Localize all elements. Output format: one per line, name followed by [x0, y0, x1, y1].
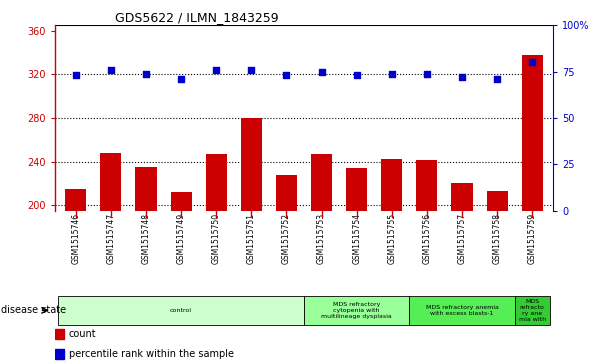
Text: GSM1515751: GSM1515751: [247, 213, 256, 264]
Text: GSM1515757: GSM1515757: [457, 213, 466, 264]
Point: [106, 67, 116, 73]
Text: GSM1515752: GSM1515752: [282, 213, 291, 264]
Point: [71, 73, 81, 78]
Text: MDS refractory
cytopenia with
multilineage dysplasia: MDS refractory cytopenia with multilinea…: [321, 302, 392, 319]
Point: [176, 76, 186, 82]
Point: [317, 69, 326, 75]
Text: GSM1515759: GSM1515759: [528, 213, 537, 264]
Bar: [381, 159, 402, 363]
Point: [387, 71, 396, 77]
Text: GSM1515754: GSM1515754: [352, 213, 361, 264]
Point: [457, 74, 467, 80]
Text: GSM1515746: GSM1515746: [71, 213, 80, 264]
Bar: [514, 295, 550, 325]
Point: [282, 73, 291, 78]
Point: [352, 73, 362, 78]
Point: [141, 71, 151, 77]
Bar: [311, 154, 332, 363]
Point: [527, 60, 537, 65]
Bar: [486, 191, 508, 363]
Bar: [136, 167, 156, 363]
Text: GSM1515756: GSM1515756: [423, 213, 432, 264]
Bar: [241, 118, 262, 363]
Text: GSM1515749: GSM1515749: [176, 213, 185, 264]
Text: MDS refractory anemia
with excess blasts-1: MDS refractory anemia with excess blasts…: [426, 305, 499, 316]
Bar: [58, 295, 304, 325]
Point: [212, 67, 221, 73]
Point: [246, 67, 256, 73]
Bar: [522, 55, 543, 363]
Point: [422, 71, 432, 77]
Text: percentile rank within the sample: percentile rank within the sample: [69, 349, 233, 359]
Text: GSM1515748: GSM1515748: [142, 213, 151, 264]
Bar: [452, 183, 472, 363]
Text: disease state: disease state: [1, 305, 66, 315]
Bar: [416, 160, 437, 363]
Bar: [55, 349, 64, 359]
Bar: [206, 154, 227, 363]
Text: GSM1515755: GSM1515755: [387, 213, 396, 264]
Point: [492, 76, 502, 82]
Bar: [409, 295, 514, 325]
Text: MDS
refracto
ry ane
mia with: MDS refracto ry ane mia with: [519, 299, 546, 322]
Text: GSM1515750: GSM1515750: [212, 213, 221, 264]
Bar: [65, 189, 86, 363]
Bar: [304, 295, 409, 325]
Bar: [276, 175, 297, 363]
Text: GSM1515747: GSM1515747: [106, 213, 116, 264]
Bar: [100, 153, 122, 363]
Text: control: control: [170, 308, 192, 313]
Bar: [346, 168, 367, 363]
Bar: [171, 192, 192, 363]
Bar: [55, 329, 64, 339]
Text: GSM1515758: GSM1515758: [492, 213, 502, 264]
Text: GSM1515753: GSM1515753: [317, 213, 326, 264]
Text: GDS5622 / ILMN_1843259: GDS5622 / ILMN_1843259: [114, 11, 278, 24]
Text: count: count: [69, 329, 96, 339]
